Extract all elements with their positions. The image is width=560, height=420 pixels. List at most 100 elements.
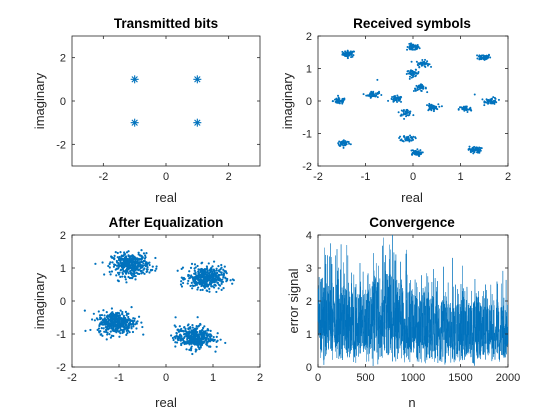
scatter-point [480,55,483,58]
scatter-point [129,255,132,259]
scatter-point [180,285,184,288]
scatter-point [406,45,409,48]
scatter-point [407,136,410,139]
scatter-point [115,264,119,267]
scatter-point [476,54,479,57]
scatter-point [369,93,372,96]
scatter-point [116,271,120,274]
scatter-point [131,322,135,325]
scatter-point [197,335,200,338]
scatter-point [402,113,405,116]
scatter-point [409,134,412,137]
scatter-point [121,331,124,335]
scatter-point [188,348,191,351]
scatter-point [146,270,149,273]
scatter-point [127,315,130,319]
scatter-point [120,318,123,321]
scatter-point [149,269,153,272]
scatter-point [193,338,197,341]
scatter-point [195,325,198,328]
scatter-point [341,50,344,53]
scatter-point [212,335,215,339]
scatter-point [468,145,471,148]
scatter-point [131,255,134,259]
scatter-point [129,276,132,280]
scatter-point [467,108,470,111]
scatter-point [197,268,201,271]
scatter-point [375,92,378,95]
scatter-point [405,112,408,115]
scatter-point [127,272,130,275]
scatter-point [457,108,460,111]
scatter-point [196,340,199,344]
x-tick-layer: 0 500 1000 1500 2000 [315,235,520,384]
scatter-point [129,271,133,274]
scatter-point [121,275,124,278]
scatter-point [120,255,123,258]
scatter-point [213,283,217,286]
scatter-point [100,313,104,317]
scatter-point [174,325,177,328]
scatter-point [127,254,130,258]
scatter-point [222,273,225,276]
scatter-point [183,341,186,344]
scatter-point [195,330,199,334]
scatter-point [135,268,138,271]
scatter-point [487,53,490,56]
scatter-point [440,105,443,108]
scatter-point [348,54,351,57]
y-tick-label: 2 [306,31,312,43]
scatter-point [426,91,429,94]
scatter-point [412,71,415,74]
scatter-point [103,273,106,276]
scatter-point [130,319,133,322]
scatter-point [108,270,111,273]
scatter-point [398,98,401,101]
scatter-point [137,251,140,254]
scatter-point [414,74,417,77]
scatter-point [180,329,183,333]
scatter-point [123,275,126,278]
scatter-point [432,108,435,111]
scatter-point [119,332,122,335]
scatter-point [410,76,413,79]
scatter-point [406,48,409,51]
scatter-point [191,284,194,287]
scatter-point [473,93,476,96]
scatter-point [473,149,476,152]
scatter-point [349,143,352,146]
x-tick-label: 2000 [496,372,520,384]
scatter-point [132,265,135,268]
scatter-point [106,333,109,336]
scatter-point [101,321,105,324]
scatter-point [126,258,130,261]
y-axis-label: imaginary [32,272,47,329]
scatter-point [421,151,424,154]
scatter-point [107,328,110,331]
scatter-point [437,103,440,106]
scatter-point [118,315,121,319]
scatter-point [393,99,396,102]
scatter-point [410,135,413,138]
scatter-point [435,105,438,108]
scatter-point [116,251,119,255]
asterisk-marker [193,75,202,84]
scatter-point [174,341,177,344]
scatter-point [410,60,413,63]
scatter-point [131,276,134,279]
scatter-point [414,71,417,74]
scatter-point [134,274,137,278]
scatter-point [136,267,139,271]
scatter-point [117,324,121,327]
scatter-point [231,278,234,281]
scatter-point [125,333,128,336]
scatter-point [409,73,412,76]
scatter-point [204,336,207,340]
y-tick-layer: -2 -1 0 1 2 [56,230,260,374]
scatter-point [186,341,189,344]
scatter-point [419,85,422,88]
scatter-point [92,312,95,315]
scatter-point [205,265,209,268]
scatter-point [200,262,203,265]
scatter-point [189,337,192,340]
